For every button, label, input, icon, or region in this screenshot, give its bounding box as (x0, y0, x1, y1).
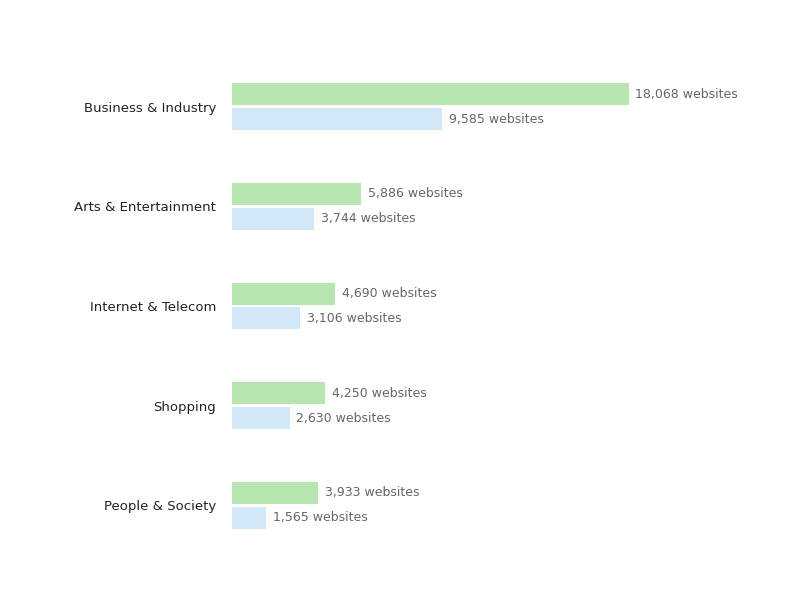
Text: 2,630 websites: 2,630 websites (296, 412, 391, 425)
Bar (232, 482, 318, 504)
Text: 18,068 websites: 18,068 websites (635, 88, 738, 101)
Text: 4,250 websites: 4,250 websites (332, 386, 426, 400)
Text: 3,744 websites: 3,744 websites (321, 212, 415, 226)
Text: 9,585 websites: 9,585 websites (449, 113, 544, 126)
Text: 3,933 websites: 3,933 websites (325, 486, 419, 499)
Bar (232, 208, 314, 230)
Text: 3,106 websites: 3,106 websites (306, 312, 402, 325)
Bar (232, 507, 266, 529)
Text: 4,690 websites: 4,690 websites (342, 287, 436, 300)
Bar (232, 283, 335, 305)
Text: 5,886 websites: 5,886 websites (368, 187, 462, 200)
Bar (232, 307, 300, 329)
Bar (232, 183, 362, 205)
Bar (232, 83, 629, 105)
Bar (232, 407, 290, 429)
Bar (232, 108, 442, 130)
Text: 1,565 websites: 1,565 websites (273, 511, 368, 524)
Bar (232, 382, 326, 404)
